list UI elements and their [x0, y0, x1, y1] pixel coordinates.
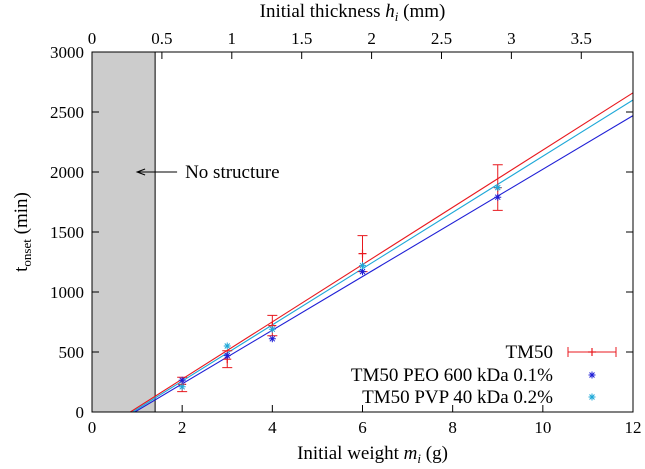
top-tick-label: 2.5 [431, 29, 452, 48]
no-structure-shaded-region [92, 52, 156, 412]
x-tick-label: 10 [534, 418, 551, 437]
annotation-arrowhead [135, 168, 146, 176]
y-tick-label: 2000 [50, 163, 84, 182]
data-point [223, 352, 231, 360]
data-point [358, 249, 367, 258]
x-tick-label: 6 [358, 418, 367, 437]
legend-label: TM50 PEO 600 kDa 0.1% [351, 365, 553, 386]
x-tick-label: 4 [268, 418, 277, 437]
no-structure-annotation: No structure [135, 162, 280, 183]
y-axis-label: tonset (min) [11, 192, 34, 272]
top-tick-label: 1.5 [291, 29, 312, 48]
data-point [359, 268, 366, 276]
legend-label: TM50 [506, 342, 554, 363]
y-tick-label: 3000 [50, 43, 84, 62]
data-point [268, 335, 276, 343]
data-point [359, 262, 366, 270]
x-tick-label: 12 [625, 418, 642, 437]
data-point [223, 342, 231, 350]
top-tick-label: 3 [507, 29, 516, 48]
data-point [268, 325, 276, 333]
legend-marker [588, 393, 596, 401]
top-tick-label: 0 [88, 29, 97, 48]
fit-line [134, 115, 634, 413]
annotation-text: No structure [185, 162, 279, 183]
top-tick-label: 1 [228, 29, 237, 48]
y-tick-label: 500 [59, 343, 85, 362]
legend-marker [588, 371, 596, 379]
fit-line [130, 92, 634, 413]
fit-lines [130, 92, 634, 413]
top-tick-label: 2 [367, 29, 376, 48]
data-point [178, 383, 186, 391]
y-tick-label: 1500 [50, 223, 84, 242]
y-tick-label: 0 [76, 403, 85, 422]
top-axis-label: Initial thickness hi (mm) [260, 1, 446, 24]
fit-line [132, 99, 634, 413]
x-tick-label: 8 [448, 418, 457, 437]
top-tick-label: 0.5 [151, 29, 172, 48]
data-point [494, 184, 502, 192]
data-point [178, 376, 186, 384]
legend-marker [588, 348, 596, 356]
y-tick-label: 1000 [50, 283, 84, 302]
legend-label: TM50 PVP 40 kDa 0.2% [362, 387, 553, 408]
x-tick-label: 2 [178, 418, 187, 437]
x-axis-label: Initial weight mi (g) [297, 443, 448, 466]
data-points [177, 164, 503, 393]
data-point [494, 193, 502, 201]
top-tick-label: 3.5 [571, 29, 592, 48]
y-tick-label: 2500 [50, 103, 84, 122]
x-tick-label: 0 [88, 418, 97, 437]
